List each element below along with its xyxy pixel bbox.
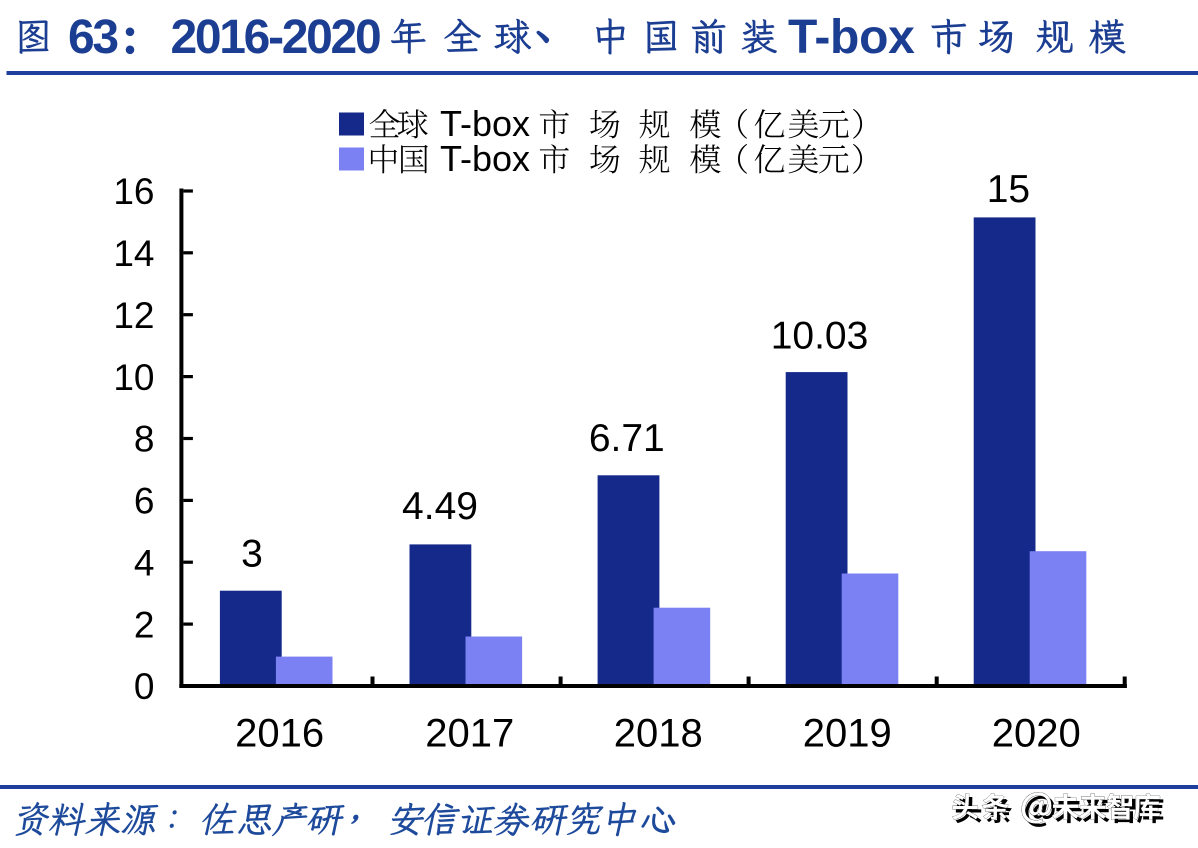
svg-text:T-box: T-box	[788, 11, 915, 64]
svg-text:14: 14	[113, 233, 154, 274]
svg-text:2: 2	[134, 604, 155, 645]
svg-text:2017: 2017	[425, 712, 514, 756]
svg-text:0: 0	[134, 666, 155, 707]
svg-text:6.71: 6.71	[589, 417, 665, 460]
svg-text:6: 6	[134, 481, 155, 522]
svg-text:63: 63	[68, 11, 117, 64]
svg-text:15: 15	[987, 168, 1030, 211]
svg-text:T-box: T-box	[440, 103, 530, 144]
svg-text:10.03: 10.03	[771, 315, 869, 358]
svg-text:16: 16	[113, 171, 154, 212]
svg-text:2018: 2018	[614, 712, 703, 756]
svg-text:4: 4	[134, 542, 155, 583]
svg-text:4.49: 4.49	[402, 485, 478, 528]
svg-text:3: 3	[241, 533, 263, 576]
svg-text:12: 12	[113, 295, 154, 336]
svg-text:2016-2020: 2016-2020	[171, 11, 380, 64]
svg-text:2019: 2019	[803, 712, 892, 756]
svg-text:8: 8	[134, 419, 155, 460]
svg-text:2016: 2016	[235, 712, 324, 756]
svg-text:T-box: T-box	[440, 138, 530, 179]
svg-text:10: 10	[113, 357, 154, 398]
svg-text:2020: 2020	[992, 712, 1081, 756]
